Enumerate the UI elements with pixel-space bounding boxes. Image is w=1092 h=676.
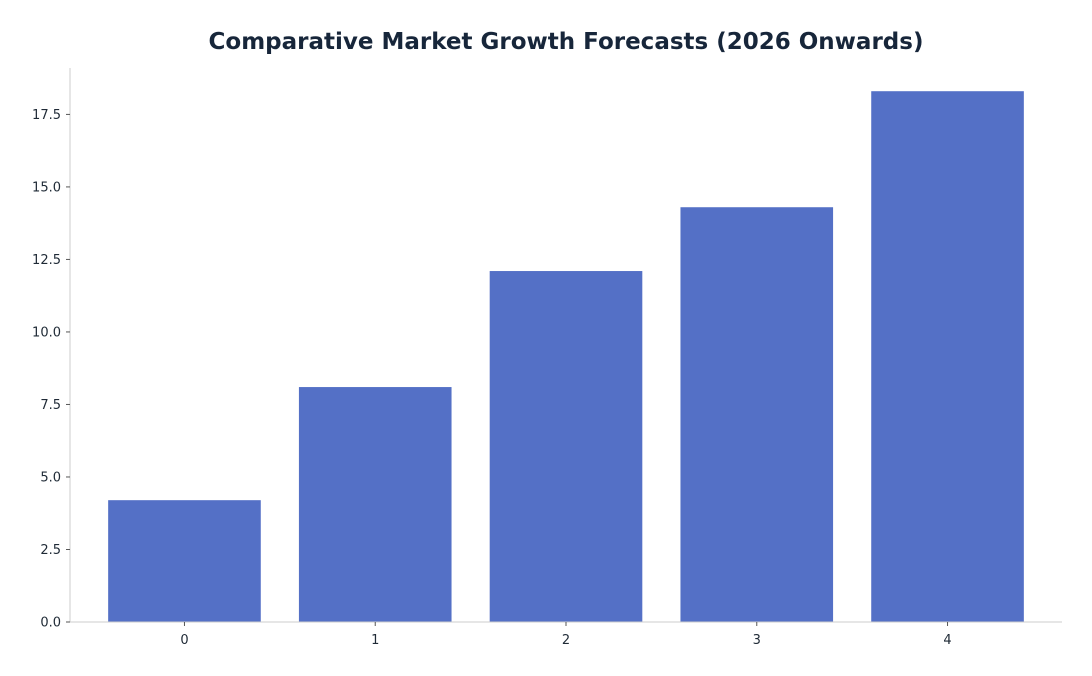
y-tick-label: 15.0 (32, 180, 61, 195)
y-axis-ticks: 0.0 2.5 5.0 7.5 10.0 12.5 15.0 17.5 (32, 108, 70, 631)
bar-2 (489, 271, 643, 622)
bars-group (108, 91, 1024, 623)
y-tick-label: 2.5 (40, 543, 61, 558)
y-tick-label: 12.5 (32, 253, 61, 268)
x-tick-label: 1 (371, 633, 379, 648)
y-tick-label: 5.0 (40, 470, 61, 485)
x-tick-label: 0 (180, 633, 188, 648)
bar-1 (298, 387, 452, 622)
x-tick-label: 3 (753, 633, 761, 648)
x-axis-ticks: 0 1 2 3 4 (180, 622, 952, 648)
x-tick-label: 2 (562, 633, 570, 648)
y-tick-label: 10.0 (32, 325, 61, 340)
bar-0 (108, 500, 261, 622)
y-tick-label: 17.5 (32, 108, 61, 123)
bar-3 (680, 207, 834, 622)
chart-title: Comparative Market Growth Forecasts (202… (209, 29, 924, 55)
y-tick-label: 0.0 (40, 616, 61, 631)
x-tick-label: 4 (943, 633, 951, 648)
bar-4 (871, 91, 1024, 623)
y-tick-label: 7.5 (40, 398, 61, 413)
